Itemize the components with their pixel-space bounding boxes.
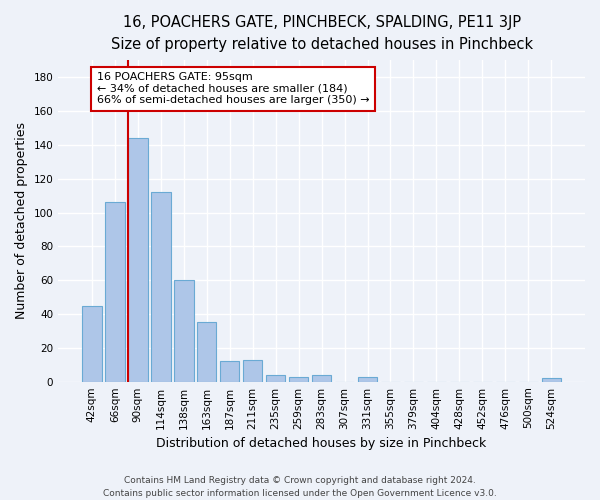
Text: 16 POACHERS GATE: 95sqm
← 34% of detached houses are smaller (184)
66% of semi-d: 16 POACHERS GATE: 95sqm ← 34% of detache… xyxy=(97,72,370,106)
Bar xyxy=(266,375,286,382)
Bar xyxy=(243,360,262,382)
Bar xyxy=(312,375,331,382)
Bar xyxy=(542,378,561,382)
Title: 16, POACHERS GATE, PINCHBECK, SPALDING, PE11 3JP
Size of property relative to de: 16, POACHERS GATE, PINCHBECK, SPALDING, … xyxy=(110,15,533,52)
Bar xyxy=(289,376,308,382)
X-axis label: Distribution of detached houses by size in Pinchbeck: Distribution of detached houses by size … xyxy=(157,437,487,450)
Bar xyxy=(151,192,170,382)
Bar xyxy=(82,306,101,382)
Bar xyxy=(220,362,239,382)
Bar xyxy=(197,322,217,382)
Bar xyxy=(358,376,377,382)
Text: Contains HM Land Registry data © Crown copyright and database right 2024.
Contai: Contains HM Land Registry data © Crown c… xyxy=(103,476,497,498)
Bar xyxy=(128,138,148,382)
Bar xyxy=(105,202,125,382)
Y-axis label: Number of detached properties: Number of detached properties xyxy=(15,122,28,320)
Bar xyxy=(174,280,194,382)
